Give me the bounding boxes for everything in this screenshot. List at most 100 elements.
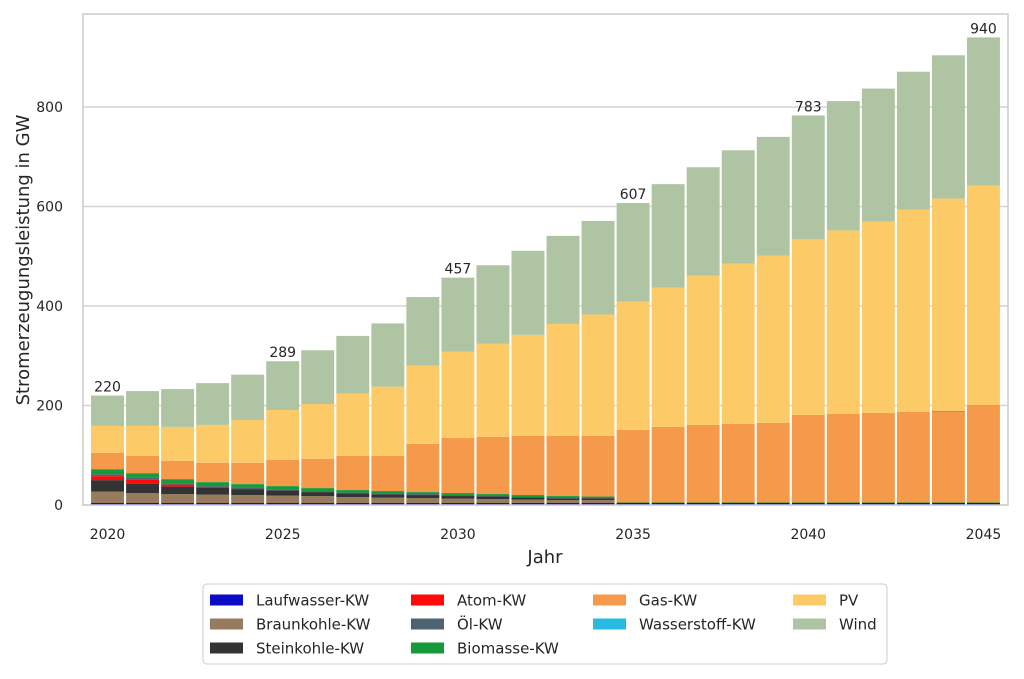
bar-gas-kw-2024 <box>231 462 265 485</box>
bar-stack-2028 <box>371 323 405 505</box>
bar-pv-2036 <box>651 287 685 427</box>
bar-gas-kw-2021 <box>126 455 160 474</box>
bar-steinkohle-kw-2024 <box>231 489 265 496</box>
bar-stack-2032 <box>511 250 545 505</box>
bar-braunkohle-kw-2034 <box>581 500 615 504</box>
bar-laufwasser-kw-2024 <box>231 503 265 505</box>
legend-swatch <box>793 618 826 630</box>
bar-steinkohle-kw-2021 <box>126 483 160 494</box>
y-tick-label: 400 <box>36 299 63 315</box>
bar-wind-2022 <box>161 389 195 427</box>
bar-wind-2025 <box>266 361 300 410</box>
bar-wind-2027 <box>336 335 370 394</box>
bar-oel-kw-2023 <box>196 486 230 488</box>
bar-stack-2035 <box>616 203 650 505</box>
bar-pv-2030 <box>441 351 475 438</box>
bar-braunkohle-kw-2020 <box>91 491 124 504</box>
bar-stack-2023 <box>196 383 230 505</box>
bar-pv-2020 <box>91 425 124 453</box>
bar-laufwasser-kw-2031 <box>476 503 510 505</box>
y-tick-labels: 0 200 400 600 800 <box>36 100 63 514</box>
bar-laufwasser-kw-2028 <box>371 503 405 505</box>
legend-item-oel-kw: Öl-KW <box>411 615 503 634</box>
bar-biomasse-kw-2029 <box>406 492 440 495</box>
legend-item-atom-kw: Atom-KW <box>411 592 526 610</box>
bar-biomasse-kw-2021 <box>126 473 160 478</box>
bar-stack-2039 <box>756 136 790 505</box>
legend-swatch <box>793 594 826 606</box>
bar-laufwasser-kw-2021 <box>126 503 160 505</box>
bar-braunkohle-kw-2029 <box>406 498 440 504</box>
bar-stack-2038 <box>721 150 755 505</box>
bar-gas-kw-2039 <box>756 422 790 503</box>
bar-stack-2031 <box>476 265 510 505</box>
bar-pv-2023 <box>196 424 230 463</box>
x-tick-label: 2025 <box>265 527 301 543</box>
bar-pv-2032 <box>511 334 545 436</box>
bar-stack-2024 <box>231 374 265 505</box>
bar-steinkohle-kw-2025 <box>266 490 300 496</box>
total-label-2030: 457 <box>445 262 472 278</box>
total-label-2035: 607 <box>620 187 647 203</box>
bar-steinkohle-kw-2022 <box>161 486 195 495</box>
plot-frame-group <box>82 13 1009 506</box>
bar-braunkohle-kw-2022 <box>161 494 195 504</box>
x-tick-labels: 2020 2025 2030 2035 2040 2045 <box>90 527 1002 543</box>
x-tick-label: 2020 <box>90 527 126 543</box>
bar-laufwasser-kw-2045 <box>967 503 1000 505</box>
bar-pv-2027 <box>336 393 370 456</box>
bar-pv-2033 <box>546 323 580 436</box>
bar-steinkohle-kw-2026 <box>301 492 335 497</box>
bar-biomasse-kw-2020 <box>91 469 124 475</box>
bar-gas-kw-2044 <box>931 411 965 503</box>
bar-gas-kw-2034 <box>581 435 615 497</box>
x-axis-label: Jahr <box>526 547 563 568</box>
bar-biomasse-kw-2034 <box>581 496 615 499</box>
bar-biomasse-kw-2033 <box>546 496 580 499</box>
bar-braunkohle-kw-2021 <box>126 493 160 504</box>
bar-gas-kw-2038 <box>721 423 755 503</box>
bar-gas-kw-2028 <box>371 455 405 492</box>
legend-label: Biomasse-KW <box>457 640 559 658</box>
bar-wind-2020 <box>91 395 124 426</box>
bar-oel-kw-2030 <box>441 495 475 497</box>
bar-braunkohle-kw-2025 <box>266 495 300 504</box>
bar-wind-2041 <box>826 101 860 231</box>
bar-wind-2035 <box>616 203 650 302</box>
bar-steinkohle-kw-2023 <box>196 487 230 495</box>
legend-label: Öl-KW <box>457 615 503 634</box>
legend-item-braunkohle-kw: Braunkohle-KW <box>210 616 371 634</box>
bar-braunkohle-kw-2028 <box>371 497 405 504</box>
bar-biomasse-kw-2023 <box>196 482 230 487</box>
bar-gas-kw-2022 <box>161 460 195 480</box>
legend-label: Laufwasser-KW <box>256 592 369 610</box>
bar-pv-2038 <box>721 263 755 424</box>
bar-steinkohle-kw-2027 <box>336 493 370 498</box>
bar-stack-2026 <box>301 350 335 505</box>
bar-laufwasser-kw-2026 <box>301 503 335 505</box>
bar-stack-2036 <box>651 184 685 505</box>
bar-wind-2040 <box>791 115 825 240</box>
bar-stack-2025 <box>266 361 300 505</box>
total-labels: 220 289 457 607 783 940 <box>94 21 997 395</box>
total-label-2040: 783 <box>795 99 822 115</box>
bar-pv-2026 <box>301 404 335 459</box>
legend-label: Wind <box>839 616 877 634</box>
bar-oel-kw-2024 <box>231 487 265 490</box>
bar-wind-2038 <box>721 150 755 264</box>
bar-braunkohle-kw-2027 <box>336 497 370 504</box>
y-axis-label: Stromerzeugungsleistung in GW <box>13 114 34 405</box>
bar-pv-2039 <box>756 255 790 423</box>
bar-gas-kw-2025 <box>266 459 300 487</box>
bar-steinkohle-kw-2033 <box>546 498 580 501</box>
bar-atom-kw-2021 <box>126 479 160 484</box>
legend-label: Braunkohle-KW <box>256 616 371 634</box>
bar-braunkohle-kw-2026 <box>301 496 335 504</box>
bar-stack-2033 <box>546 235 580 505</box>
bar-braunkohle-kw-2030 <box>441 498 475 504</box>
bar-gas-kw-2035 <box>616 429 650 503</box>
bar-oel-kw-2027 <box>336 492 370 494</box>
bar-braunkohle-kw-2031 <box>476 499 510 504</box>
bar-stack-2042 <box>861 88 895 505</box>
bar-steinkohle-kw-2031 <box>476 496 510 500</box>
